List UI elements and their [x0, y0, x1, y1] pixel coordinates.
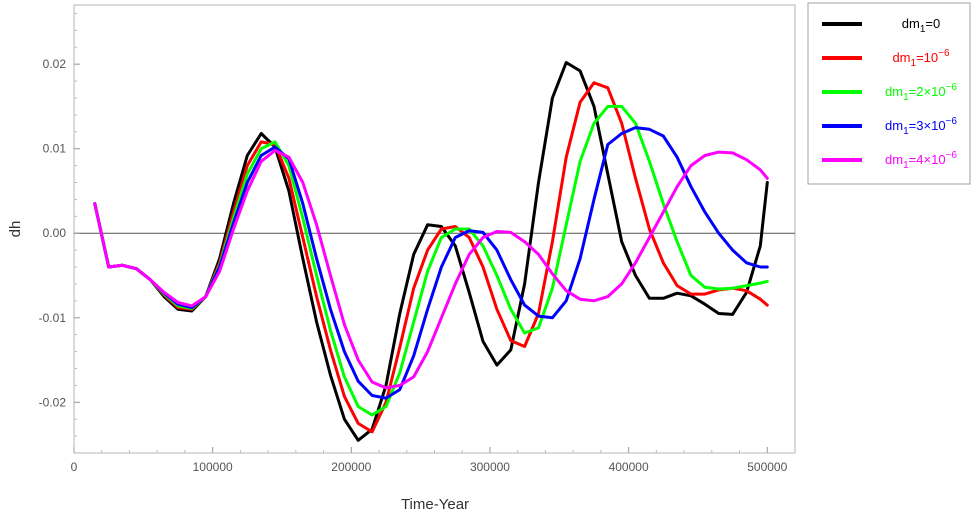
series-line-1	[93, 61, 769, 442]
legend-items: dm1=0dm1=10−6dm1=2×10−6dm1=3×10−6dm1=4×1…	[822, 16, 957, 171]
x-tick-label: 0	[71, 460, 78, 474]
y-axis-title: dh	[7, 221, 24, 238]
legend-label-subscript: 1	[903, 92, 909, 103]
legend-label-2: dm1=10−6	[892, 48, 950, 69]
legend-label-4: dm1=3×10−6	[885, 116, 957, 137]
legend-label-subscript: 1	[903, 126, 909, 137]
legend-label-subscript: 1	[903, 160, 909, 171]
y-tick-label: 0.00	[43, 226, 67, 240]
legend-label-superscript: −6	[946, 150, 958, 161]
x-tick-label: 200000	[331, 460, 371, 474]
legend-label-3: dm1=2×10−6	[885, 82, 957, 103]
y-tick-label: -0.01	[39, 311, 67, 325]
legend-label-superscript: −6	[946, 82, 958, 93]
legend-label-superscript: −6	[946, 116, 958, 127]
series-line-2	[93, 81, 769, 434]
legend-label-5: dm1=4×10−6	[885, 150, 957, 171]
y-tick-label: -0.02	[39, 395, 67, 409]
x-tick-label: 500000	[747, 460, 787, 474]
series-lines	[93, 61, 769, 442]
legend-label-subscript: 1	[920, 24, 926, 35]
series-line-3	[93, 104, 769, 417]
series-line-5	[93, 148, 769, 390]
legend-label-rest: =4×10	[909, 152, 946, 167]
legend-label-base: dm	[902, 16, 920, 31]
x-axis-title: Time-Year	[401, 496, 469, 513]
x-tick-label: 300000	[470, 460, 510, 474]
legend-label-superscript: −6	[938, 48, 950, 59]
legend-label-subscript: 1	[911, 58, 917, 69]
legend: dm1=0dm1=10−6dm1=2×10−6dm1=3×10−6dm1=4×1…	[807, 2, 971, 185]
x-axis-ticks: 0 100000 200000 300000 400000 500000	[71, 447, 788, 474]
legend-label-base: dm	[885, 152, 903, 167]
y-tick-label: 0.01	[43, 142, 67, 156]
x-tick-label: 400000	[609, 460, 649, 474]
y-tick-label: 0.02	[43, 57, 67, 71]
legend-label-base: dm	[885, 84, 903, 99]
x-tick-label: 100000	[193, 460, 233, 474]
legend-label-base: dm	[892, 50, 910, 65]
legend-label-1: dm1=0	[902, 16, 940, 35]
legend-label-rest: =3×10	[909, 118, 946, 133]
legend-label-base: dm	[885, 118, 903, 133]
y-axis-ticks: 0.02 0.01 0.00 -0.01 -0.02	[39, 12, 80, 437]
legend-label-rest: =2×10	[909, 84, 946, 99]
legend-label-rest: =10	[916, 50, 938, 65]
plot-frame	[73, 4, 796, 454]
legend-label-rest: =0	[925, 16, 940, 31]
